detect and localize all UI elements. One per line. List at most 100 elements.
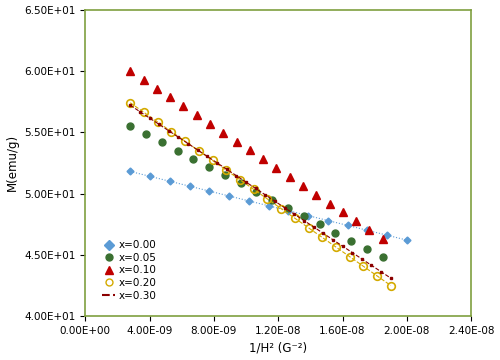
x=0.20 [264,197,270,201]
x=0.20 [306,226,312,230]
x=0.30 [252,186,258,191]
Line: x=0.10: x=0.10 [126,67,387,243]
x=0.00 [344,223,350,228]
x=0.30 [176,135,182,139]
x=0.30 [156,122,162,127]
x=0.20 [168,130,174,134]
x=0.00 [186,184,192,188]
x=0.00 [305,213,311,218]
x=0.30 [127,103,133,107]
x=0.30 [243,180,249,184]
x=0.30 [310,225,316,229]
Line: x=0.05: x=0.05 [127,123,386,261]
x=0.10 [247,148,253,153]
X-axis label: 1/H² (G⁻²): 1/H² (G⁻²) [249,341,308,355]
x=0.20 [278,206,284,211]
x=0.00 [286,208,292,213]
x=0.10 [366,228,372,232]
x=0.05 [222,173,228,177]
x=0.10 [234,139,239,144]
x=0.00 [384,233,390,237]
x=0.20 [333,245,339,249]
x=0.10 [300,184,306,188]
x=0.10 [207,122,213,126]
x=0.05 [332,230,338,235]
x=0.05 [316,222,322,227]
x=0.10 [154,86,160,91]
x=0.30 [272,199,278,203]
x=0.20 [346,255,352,259]
x=0.30 [262,193,268,197]
x=0.20 [360,264,366,269]
x=0.05 [364,247,370,251]
x=0.30 [234,174,239,178]
x=0.30 [195,148,201,152]
x=0.20 [127,100,133,105]
x=0.05 [159,140,165,145]
x=0.00 [206,189,212,193]
x=0.05 [285,206,291,210]
x=0.05 [127,124,133,128]
x=0.05 [270,198,276,202]
x=0.05 [190,157,196,161]
x=0.10 [180,104,186,108]
x=0.30 [204,154,210,159]
x=0.30 [137,109,143,114]
Legend: x=0.00, x=0.05, x=0.10, x=0.20, x=0.30: x=0.00, x=0.05, x=0.10, x=0.20, x=0.30 [98,236,161,305]
x=0.05 [380,255,386,260]
x=0.30 [349,250,355,255]
x=0.00 [364,228,370,233]
x=0.10 [167,95,173,100]
Y-axis label: M(emu/g): M(emu/g) [6,134,18,192]
x=0.00 [266,204,272,208]
x=0.05 [143,132,149,136]
x=0.20 [388,283,394,288]
x=0.30 [378,270,384,274]
Line: x=0.20: x=0.20 [126,99,394,289]
x=0.05 [238,181,244,186]
x=0.10 [127,69,133,73]
x=0.00 [325,219,331,223]
x=0.30 [185,141,191,146]
x=0.10 [353,219,359,223]
x=0.10 [326,201,332,206]
x=0.05 [206,165,212,169]
x=0.20 [182,139,188,143]
x=0.30 [214,161,220,165]
x=0.10 [314,193,320,197]
x=0.10 [194,113,200,117]
x=0.20 [154,120,160,124]
x=0.30 [388,276,394,280]
x=0.00 [127,169,133,174]
x=0.30 [359,257,365,261]
x=0.00 [246,199,252,203]
x=0.30 [292,212,298,216]
x=0.10 [286,175,292,179]
x=0.20 [210,158,216,163]
Line: x=0.30: x=0.30 [129,104,392,279]
x=0.20 [141,110,147,114]
x=0.10 [220,131,226,135]
x=0.20 [250,187,256,192]
x=0.05 [254,189,260,194]
x=0.05 [301,214,307,219]
x=0.10 [140,77,146,82]
x=0.00 [147,174,153,179]
x=0.20 [292,216,298,220]
x=0.30 [340,244,345,248]
x=0.10 [340,210,346,215]
x=0.30 [330,238,336,242]
x=0.00 [167,179,173,183]
x=0.10 [274,166,280,170]
x=0.10 [380,237,386,241]
x=0.30 [224,167,230,171]
x=0.30 [282,206,288,210]
x=0.05 [348,239,354,243]
x=0.30 [301,219,307,223]
x=0.30 [320,231,326,235]
x=0.00 [226,194,232,198]
x=0.20 [319,235,325,239]
x=0.20 [237,177,243,182]
x=0.30 [146,116,152,120]
x=0.20 [196,149,202,153]
